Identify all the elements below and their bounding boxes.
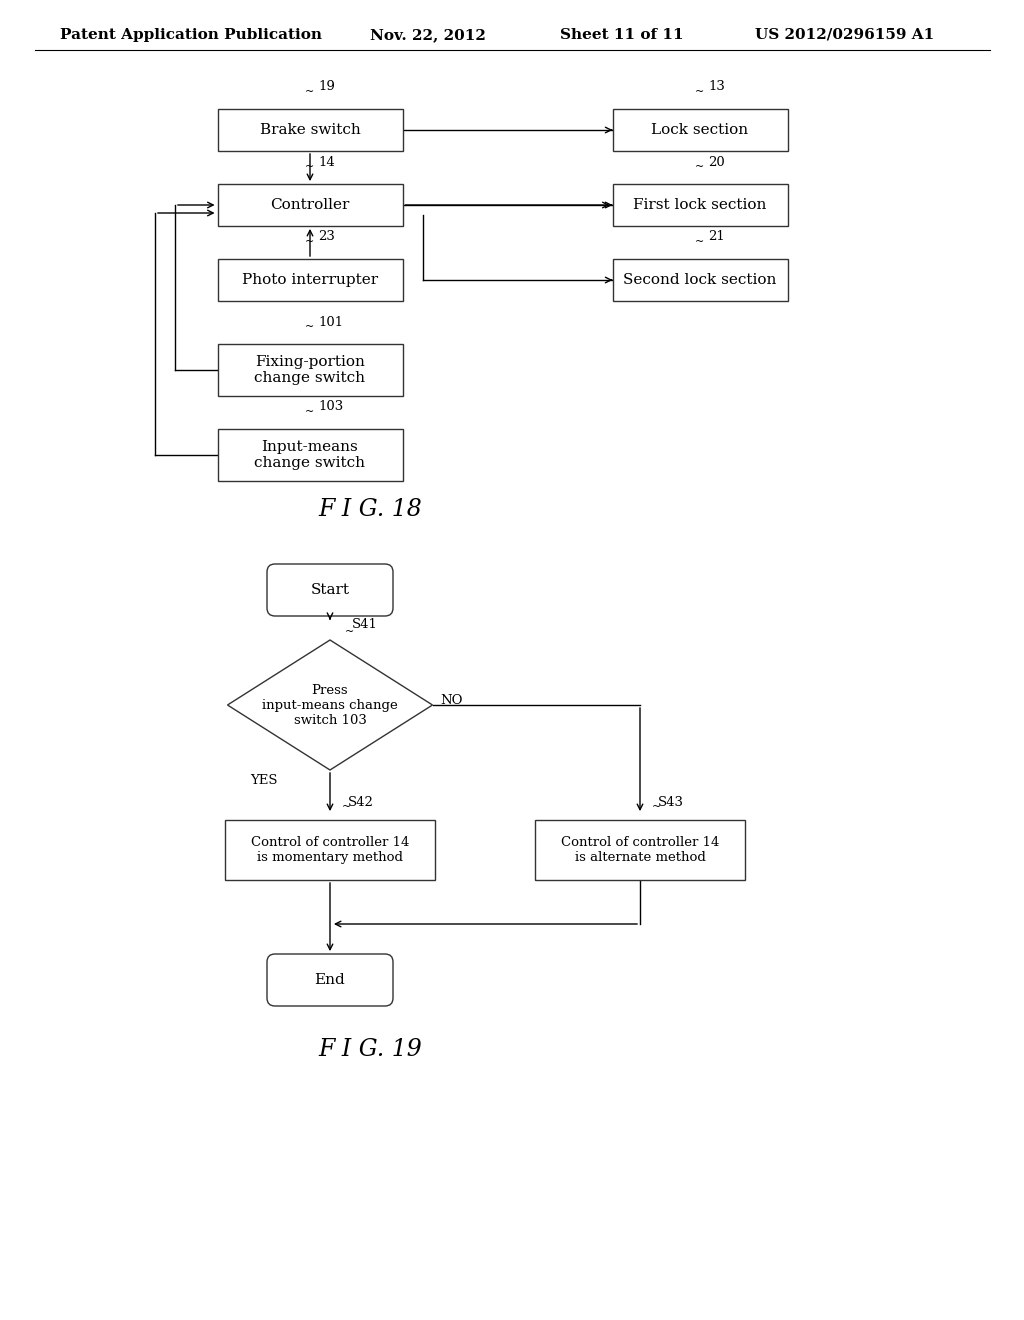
- FancyBboxPatch shape: [612, 259, 787, 301]
- FancyBboxPatch shape: [612, 110, 787, 150]
- Text: ~: ~: [305, 238, 314, 247]
- Text: ~: ~: [695, 238, 705, 247]
- Text: Lock section: Lock section: [651, 123, 749, 137]
- Text: Brake switch: Brake switch: [260, 123, 360, 137]
- Text: Control of controller 14
is alternate method: Control of controller 14 is alternate me…: [561, 836, 719, 865]
- Text: Nov. 22, 2012: Nov. 22, 2012: [370, 28, 485, 42]
- FancyBboxPatch shape: [267, 954, 393, 1006]
- Text: Controller: Controller: [270, 198, 349, 213]
- FancyBboxPatch shape: [217, 345, 402, 396]
- Text: S41: S41: [352, 619, 378, 631]
- Text: Sheet 11 of 11: Sheet 11 of 11: [560, 28, 684, 42]
- Text: 21: 21: [708, 231, 725, 243]
- Text: NO: NO: [440, 693, 463, 706]
- Text: 19: 19: [318, 81, 335, 94]
- Text: End: End: [314, 973, 345, 987]
- Text: ~: ~: [305, 407, 314, 417]
- Text: 14: 14: [318, 156, 335, 169]
- Text: S43: S43: [658, 796, 684, 808]
- Text: F I G. 18: F I G. 18: [318, 499, 422, 521]
- Text: First lock section: First lock section: [633, 198, 767, 213]
- FancyBboxPatch shape: [225, 820, 435, 880]
- Text: ~: ~: [305, 87, 314, 96]
- Text: Press
input-means change
switch 103: Press input-means change switch 103: [262, 684, 398, 726]
- Text: ~: ~: [305, 322, 314, 333]
- FancyBboxPatch shape: [267, 564, 393, 616]
- Text: Patent Application Publication: Patent Application Publication: [60, 28, 322, 42]
- Text: ~: ~: [342, 803, 351, 812]
- Text: S42: S42: [348, 796, 374, 808]
- Text: ~: ~: [345, 627, 354, 638]
- Text: 13: 13: [708, 81, 725, 94]
- Text: US 2012/0296159 A1: US 2012/0296159 A1: [755, 28, 934, 42]
- Text: ~: ~: [695, 87, 705, 96]
- Text: 103: 103: [318, 400, 343, 413]
- FancyBboxPatch shape: [217, 259, 402, 301]
- Text: 20: 20: [708, 156, 725, 169]
- Text: Input-means
change switch: Input-means change switch: [255, 440, 366, 470]
- Text: Photo interrupter: Photo interrupter: [242, 273, 378, 286]
- Text: ~: ~: [305, 162, 314, 172]
- Text: 23: 23: [318, 231, 335, 243]
- Text: Control of controller 14
is momentary method: Control of controller 14 is momentary me…: [251, 836, 410, 865]
- FancyBboxPatch shape: [535, 820, 745, 880]
- Text: F I G. 19: F I G. 19: [318, 1039, 422, 1061]
- FancyBboxPatch shape: [612, 183, 787, 226]
- Text: YES: YES: [250, 774, 278, 787]
- Text: Second lock section: Second lock section: [624, 273, 776, 286]
- Text: Start: Start: [310, 583, 349, 597]
- Text: 101: 101: [318, 315, 343, 329]
- Polygon shape: [227, 640, 432, 770]
- FancyBboxPatch shape: [217, 183, 402, 226]
- Text: ~: ~: [695, 162, 705, 172]
- FancyBboxPatch shape: [217, 429, 402, 480]
- Text: Fixing-portion
change switch: Fixing-portion change switch: [255, 355, 366, 385]
- FancyBboxPatch shape: [217, 110, 402, 150]
- Text: ~: ~: [652, 803, 662, 812]
